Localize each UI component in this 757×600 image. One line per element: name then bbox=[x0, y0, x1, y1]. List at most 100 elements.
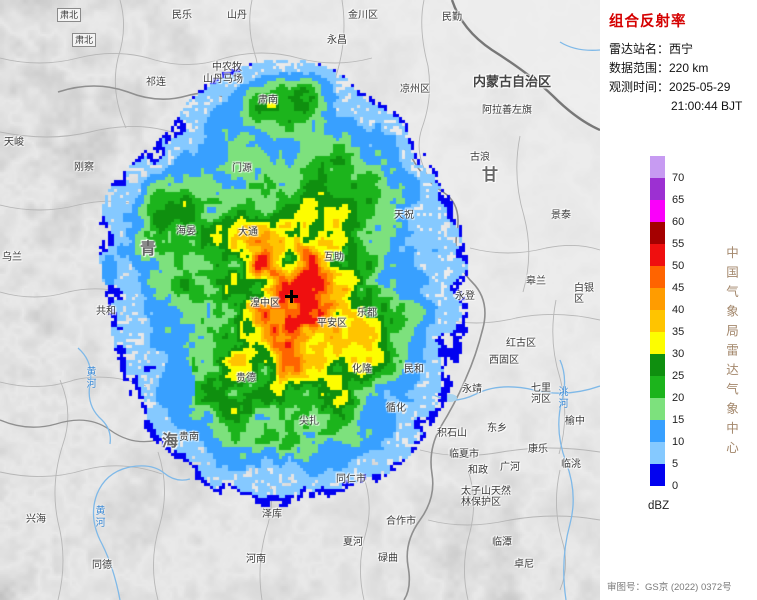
map-label: 民勤 bbox=[442, 12, 462, 23]
map-label: 贵德 bbox=[236, 373, 256, 384]
map-label: 凉州区 bbox=[400, 84, 430, 95]
data-range: 数据范围：220 km bbox=[609, 61, 709, 75]
legend-swatch-5 bbox=[650, 442, 665, 464]
info-panel: 组合反射率 雷达站名：西宁 数据范围：220 km 观测时间：2025-05-2… bbox=[600, 0, 757, 600]
place-labels-layer: 肃北 肃北 民乐 山丹 金川区 民勤 永昌 祁连 中农牧 山丹马场 肃南 凉州区 内蒙古自治区 阿拉善左旗… bbox=[2, 8, 594, 571]
map-label: 互助 bbox=[324, 252, 344, 263]
product-meta: 雷达站名：西宁 数据范围：220 km 观测时间：2025-05-29 21:0… bbox=[609, 40, 757, 116]
legend-value: 0 bbox=[672, 480, 679, 492]
observation-date: 观测时间：2025-05-29 bbox=[609, 80, 731, 94]
map-label: 山丹 bbox=[227, 10, 247, 21]
dbz-colorbar-values: 70 65 60 55 50 45 40 35 30 25 20 15 10 5 0 bbox=[672, 167, 696, 497]
map-label: 广河 bbox=[500, 462, 520, 473]
legend-swatch-10 bbox=[650, 420, 665, 442]
legend-value: 30 bbox=[672, 348, 685, 360]
map-label: 湟中区 bbox=[250, 298, 280, 309]
map-label: 河南 bbox=[246, 554, 266, 565]
map-label: 山丹马场 bbox=[203, 74, 243, 85]
map-label: 门源 bbox=[232, 163, 252, 174]
map-label: 碌曲 bbox=[378, 553, 398, 564]
map-label: 七里 河区 bbox=[531, 383, 551, 405]
map-label: 洮河 bbox=[556, 386, 567, 410]
legend-swatch-20 bbox=[650, 376, 665, 398]
map-label: 东乡 bbox=[487, 423, 507, 434]
reflectivity-echo-layer bbox=[0, 0, 600, 600]
map-label: 黄河 bbox=[93, 505, 104, 529]
map-label: 临潭 bbox=[492, 537, 512, 548]
legend-swatch-55 bbox=[650, 222, 665, 244]
radar-map: 肃北 肃北 民乐 山丹 金川区 民勤 永昌 祁连 中农牧 山丹马场 肃南 凉州区 内蒙古自治区 阿拉善左旗… bbox=[0, 0, 600, 600]
map-label: 榆中 bbox=[565, 416, 585, 427]
map-label: 大通 bbox=[238, 227, 258, 238]
map-label: 古浪 bbox=[470, 152, 490, 163]
map-label: 乐都 bbox=[357, 308, 377, 319]
map-label: 和政 bbox=[468, 465, 488, 476]
legend-value: 15 bbox=[672, 414, 685, 426]
legend: 70 65 60 55 50 45 40 35 30 25 20 15 10 5 0 dBZ bbox=[600, 0, 757, 600]
legend-swatch-70 bbox=[650, 156, 665, 178]
map-label: 乌兰 bbox=[2, 252, 22, 263]
map-label: 肃北 bbox=[57, 8, 82, 22]
legend-swatch-60 bbox=[650, 200, 665, 222]
map-label: 天峻 bbox=[4, 137, 24, 148]
legend-swatch-50 bbox=[650, 244, 665, 266]
map-label: 同德 bbox=[92, 560, 112, 571]
map-label: 化隆 bbox=[352, 364, 372, 375]
dbz-unit-label: dBZ bbox=[648, 500, 670, 512]
legend-value: 10 bbox=[672, 436, 685, 448]
legend-value: 40 bbox=[672, 304, 685, 316]
map-label: 合作市 bbox=[386, 516, 416, 527]
legend-swatch-30 bbox=[650, 332, 665, 354]
map-label: 白银区 bbox=[574, 283, 594, 305]
legend-value: 60 bbox=[672, 216, 685, 228]
product-title: 组合反射率 bbox=[609, 14, 687, 30]
map-label: 甘 bbox=[482, 167, 499, 184]
legend-value: 55 bbox=[672, 238, 685, 250]
map-label: 共和 bbox=[96, 306, 116, 317]
map-label: 临夏市 bbox=[449, 449, 479, 460]
map-label: 夏河 bbox=[343, 537, 363, 548]
legend-swatch-40 bbox=[650, 288, 665, 310]
legend-value: 50 bbox=[672, 260, 685, 272]
map-label: 康乐 bbox=[528, 444, 548, 455]
legend-value: 70 bbox=[672, 172, 685, 184]
station-name: 雷达站名：西宁 bbox=[609, 42, 694, 56]
agency-watermark: 中国气象局雷达气象中心 bbox=[724, 246, 738, 461]
map-label: 临洮 bbox=[561, 459, 581, 470]
legend-swatch-35 bbox=[650, 310, 665, 332]
map-label: 民乐 bbox=[172, 10, 192, 21]
legend-value: 20 bbox=[672, 392, 685, 404]
map-label: 同仁市 bbox=[336, 474, 366, 485]
legend-swatch-65 bbox=[650, 178, 665, 200]
legend-value: 5 bbox=[672, 458, 679, 470]
map-label: 刚察 bbox=[74, 162, 94, 173]
map-label: 西固区 bbox=[489, 355, 519, 366]
map-label: 太子山天然 林保护区 bbox=[461, 486, 511, 508]
map-label: 祁连 bbox=[146, 77, 166, 88]
map-label: 循化 bbox=[386, 403, 406, 414]
legend-swatch-25 bbox=[650, 354, 665, 376]
legend-swatch-15 bbox=[650, 398, 665, 420]
map-label: 兴海 bbox=[26, 514, 46, 525]
observation-clock: 21:00:44 BJT bbox=[671, 99, 743, 113]
map-label: 肃南 bbox=[258, 95, 278, 106]
legend-value: 65 bbox=[672, 194, 685, 206]
map-label: 黄河 bbox=[84, 366, 95, 390]
map-label: 肃北 bbox=[72, 33, 97, 47]
map-label: 积石山 bbox=[437, 428, 467, 439]
legend-value: 25 bbox=[672, 370, 685, 382]
legend-value: 45 bbox=[672, 282, 685, 294]
map-label: 青 bbox=[140, 241, 157, 258]
map-approval-number: 审图号：GS京 (2022) 0372号 bbox=[607, 582, 732, 593]
map-label: 天祝 bbox=[394, 210, 414, 221]
legend-swatch-45 bbox=[650, 266, 665, 288]
map-label: 景泰 bbox=[551, 210, 571, 221]
map-label: 皋兰 bbox=[526, 276, 546, 287]
map-label: 金川区 bbox=[348, 10, 378, 21]
map-label: 民和 bbox=[404, 364, 424, 375]
map-label: 中农牧 bbox=[212, 62, 242, 73]
map-label: 永靖 bbox=[462, 384, 482, 395]
map-label: 泽库 bbox=[262, 509, 282, 520]
map-label: 永登 bbox=[455, 291, 475, 302]
